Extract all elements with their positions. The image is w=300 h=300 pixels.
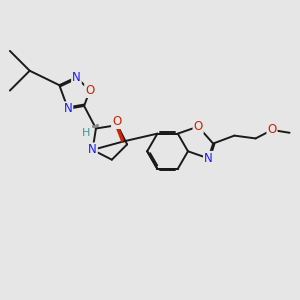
- Text: H: H: [82, 128, 90, 138]
- Text: O: O: [85, 84, 94, 97]
- Text: N: N: [88, 143, 97, 156]
- Text: N: N: [72, 71, 81, 84]
- Text: O: O: [112, 115, 121, 128]
- Text: O: O: [267, 123, 277, 136]
- Text: N: N: [64, 102, 72, 115]
- Text: N: N: [204, 152, 213, 165]
- Text: O: O: [194, 120, 203, 133]
